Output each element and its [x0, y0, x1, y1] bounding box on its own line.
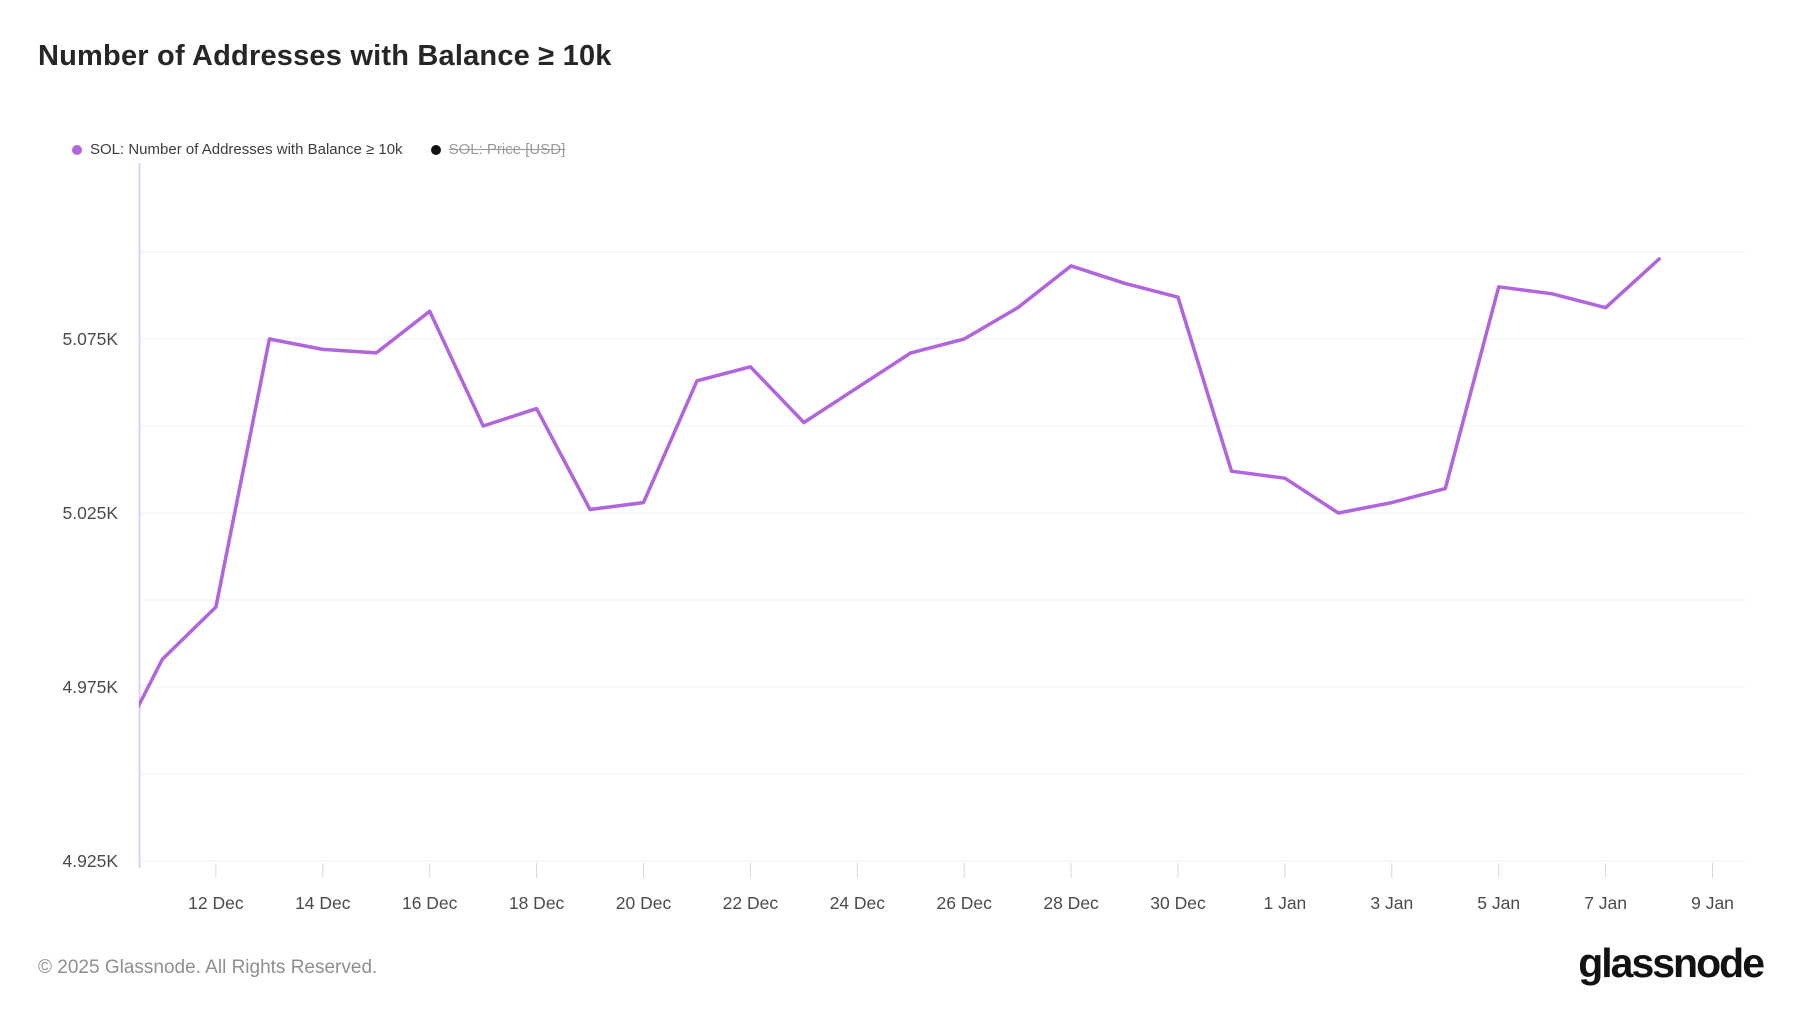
y-axis-tick-label: 5.025K: [63, 503, 119, 523]
page-title: Number of Addresses with Balance ≥ 10k: [38, 40, 612, 72]
x-axis-tick-label: 28 Dec: [1043, 893, 1099, 913]
x-axis-tick-label: 30 Dec: [1150, 893, 1206, 913]
x-axis-tick-label: 5 Jan: [1477, 893, 1520, 913]
copyright-text: © 2025 Glassnode. All Rights Reserved.: [38, 957, 378, 978]
y-axis-tick-label: 4.925K: [63, 851, 119, 871]
x-axis-tick-label: 20 Dec: [616, 893, 672, 913]
glassnode-logo: glassnode: [1578, 940, 1765, 986]
legend-label-addresses: SOL: Number of Addresses with Balance ≥ …: [90, 141, 403, 158]
sol-addresses-line: [139, 257, 1661, 709]
x-axis-tick-label: 16 Dec: [402, 893, 458, 913]
x-axis-tick-label: 18 Dec: [509, 893, 565, 913]
x-axis-tick-label: 14 Dec: [295, 893, 351, 913]
legend-item-price[interactable]: SOL: Price [USD]: [430, 141, 566, 158]
chart-legend: SOL: Number of Addresses with Balance ≥ …: [72, 141, 565, 158]
y-axis-tick-label: 4.975K: [63, 677, 119, 697]
x-axis-tick-label: 22 Dec: [723, 893, 779, 913]
x-axis-tick-label: 9 Jan: [1691, 893, 1734, 913]
legend-item-addresses[interactable]: SOL: Number of Addresses with Balance ≥ …: [72, 141, 403, 158]
x-axis-tick-label: 7 Jan: [1584, 893, 1627, 913]
x-axis-tick-label: 26 Dec: [936, 893, 992, 913]
legend-dot-addresses-icon: [72, 144, 82, 155]
x-axis-tick-label: 3 Jan: [1370, 893, 1413, 913]
y-axis-tick-label: 5.075K: [63, 329, 119, 349]
x-axis-tick-label: 24 Dec: [830, 893, 886, 913]
legend-dot-price-icon: [430, 144, 441, 155]
legend-label-price: SOL: Price [USD]: [448, 141, 566, 158]
x-axis-tick-label: 12 Dec: [188, 893, 244, 913]
x-axis-tick-label: 1 Jan: [1263, 893, 1306, 913]
